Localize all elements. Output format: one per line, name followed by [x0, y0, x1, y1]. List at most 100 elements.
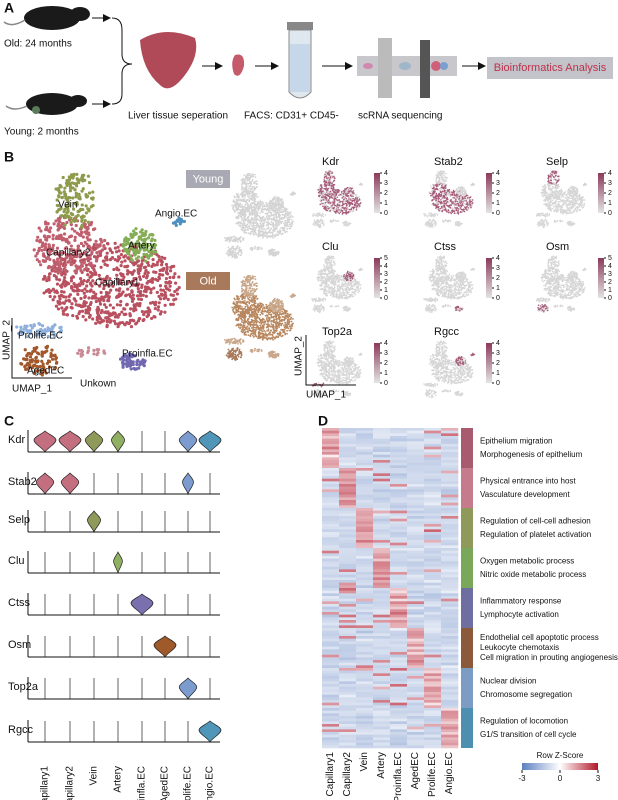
umap-point	[66, 211, 69, 214]
umap-point	[270, 317, 272, 319]
feature-point	[326, 210, 328, 212]
umap-point	[263, 235, 265, 237]
umap-point	[272, 305, 274, 307]
umap-point	[92, 349, 95, 352]
umap-point	[255, 318, 257, 320]
umap-point	[268, 321, 270, 323]
umap-point	[253, 222, 255, 224]
umap-point	[269, 236, 271, 238]
umap-point	[269, 334, 271, 336]
umap-point	[261, 211, 263, 213]
umap-point	[252, 351, 254, 353]
feature-point	[348, 211, 350, 213]
umap-point	[63, 238, 66, 241]
umap-point	[239, 247, 241, 249]
umap-point	[236, 194, 238, 196]
umap-point	[240, 343, 242, 345]
umap-point	[249, 296, 251, 298]
umap-point	[85, 264, 88, 267]
umap-point	[38, 323, 41, 326]
umap-point	[268, 352, 270, 354]
umap-point	[91, 190, 94, 193]
umap-point	[273, 226, 275, 228]
umap-point	[269, 215, 271, 217]
umap-point	[270, 326, 272, 328]
feature-point	[332, 189, 334, 191]
umap-point	[85, 267, 88, 270]
feature-point	[319, 204, 321, 206]
feature-point	[354, 202, 356, 204]
umap-point	[246, 310, 248, 312]
umap-point	[242, 298, 244, 300]
umap-point	[272, 334, 274, 336]
umap-point	[229, 254, 231, 256]
umap-point	[280, 221, 282, 223]
umap-point	[63, 190, 66, 193]
umap-point	[233, 311, 235, 313]
umap-point	[71, 213, 74, 216]
umap-point	[53, 222, 56, 225]
umap-point	[99, 317, 102, 320]
umap-point	[74, 236, 77, 239]
umap-point	[83, 215, 86, 218]
umap-point	[82, 235, 85, 238]
umap-point	[43, 234, 46, 237]
umap-point	[109, 303, 112, 306]
umap-point	[239, 221, 241, 223]
umap-point	[275, 336, 277, 338]
feature-point	[333, 187, 335, 189]
panel-label: A	[4, 0, 14, 16]
umap-point	[266, 217, 268, 219]
feature-point	[339, 205, 341, 207]
umap-point	[105, 311, 108, 314]
umap-point	[42, 259, 45, 262]
umap-point	[104, 316, 107, 319]
umap-point	[266, 232, 268, 234]
umap-point	[169, 269, 172, 272]
umap-point	[254, 195, 256, 197]
umap-point	[248, 201, 250, 203]
umap-point	[254, 300, 256, 302]
umap-point	[266, 319, 268, 321]
umap-point	[60, 294, 63, 297]
umap-point	[248, 205, 250, 207]
umap-point	[89, 238, 92, 241]
umap-point	[285, 313, 287, 315]
umap-point	[247, 232, 249, 234]
umap-point	[246, 282, 248, 284]
umap-point	[52, 288, 55, 291]
umap-point	[243, 341, 245, 343]
umap-point	[176, 292, 179, 295]
umap-point	[89, 282, 92, 285]
umap-point	[52, 259, 55, 262]
feature-point	[344, 208, 346, 210]
umap-point	[90, 252, 93, 255]
umap-point	[249, 198, 251, 200]
umap-point	[262, 304, 264, 306]
feature-point	[347, 207, 349, 209]
umap-point	[84, 193, 87, 196]
umap-point	[230, 339, 232, 341]
umap-point	[253, 332, 255, 334]
umap-point	[254, 313, 256, 315]
umap-point	[51, 325, 54, 328]
umap-point	[236, 248, 238, 250]
umap-point	[263, 337, 265, 339]
umap-point	[271, 314, 273, 316]
umap-point	[273, 249, 275, 251]
umap-point	[147, 257, 150, 260]
umap-point	[272, 222, 274, 224]
umap-point	[156, 291, 159, 294]
umap-point	[132, 367, 135, 370]
umap-point	[261, 335, 263, 337]
umap-point	[286, 327, 288, 329]
bracket	[112, 18, 132, 104]
umap-point	[269, 317, 271, 319]
umap-point	[239, 349, 241, 351]
umap-point	[277, 302, 279, 304]
umap-point	[116, 295, 119, 298]
umap-point	[277, 219, 279, 221]
umap-point	[125, 303, 128, 306]
umap-point	[261, 313, 263, 315]
umap-point	[19, 326, 22, 329]
